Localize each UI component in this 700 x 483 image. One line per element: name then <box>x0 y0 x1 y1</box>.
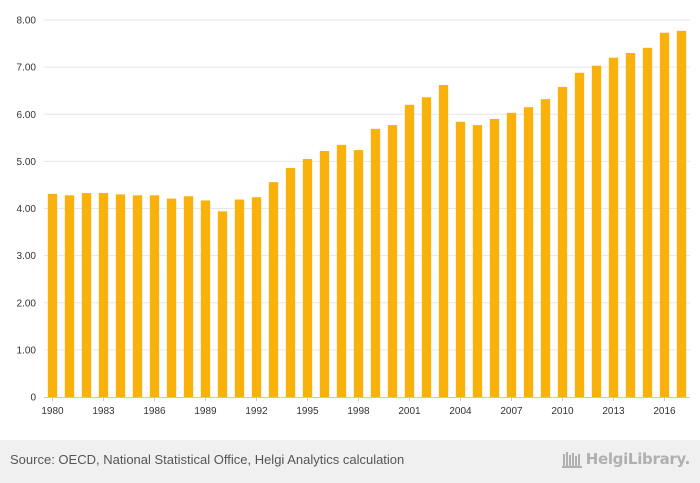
x-tick-label: 1995 <box>296 406 319 417</box>
y-axis: 0 1.00 2.00 3.00 4.00 5.00 6.00 7.00 8.00 <box>17 16 37 404</box>
bar-chart: 1980 1983 1986 1989 1992 1995 1998 2001 2004 2007… <box>17 16 690 417</box>
bar-2007[interactable] <box>506 112 517 398</box>
bar-1988[interactable] <box>183 196 194 397</box>
x-tick-label: 1983 <box>92 406 115 417</box>
x-axis: 1980 1983 1986 1989 1992 1995 1998 2001 2004 2007… <box>41 397 690 417</box>
x-tick-label: 1980 <box>41 406 64 417</box>
bar-1989[interactable] <box>200 200 211 397</box>
y-tick-label: 4.00 <box>17 204 37 215</box>
bar-2006[interactable] <box>489 118 500 398</box>
x-tick-label: 1992 <box>245 406 268 417</box>
y-tick-label: 5.00 <box>17 157 37 168</box>
bar-2011[interactable] <box>574 72 585 397</box>
bar-2008[interactable] <box>523 107 534 398</box>
x-tick-label: 2004 <box>449 406 472 417</box>
bookshelf-icon <box>561 450 582 468</box>
bar-1982[interactable] <box>81 192 92 397</box>
bar-1983[interactable] <box>98 192 109 397</box>
y-tick-label: 3.00 <box>17 251 37 262</box>
source-text: Source: OECD, National Statistical Offic… <box>10 452 405 467</box>
bar-2016[interactable] <box>659 32 670 397</box>
brand-text: HelgiLibrary. <box>585 450 691 468</box>
bar-2012[interactable] <box>591 65 602 398</box>
x-tick-label: 1986 <box>143 406 166 417</box>
x-tick-label: 2007 <box>500 406 523 417</box>
bar-1992[interactable] <box>251 197 262 397</box>
bar-2017[interactable] <box>676 30 687 398</box>
bar-2000[interactable] <box>387 125 398 398</box>
bar-1997[interactable] <box>336 144 347 397</box>
bar-1981[interactable] <box>64 195 75 397</box>
y-tick-label: 2.00 <box>17 298 37 309</box>
chart: 1980 1983 1986 1989 1992 1995 1998 2001 2004 2007… <box>17 16 690 417</box>
bar-1993[interactable] <box>268 182 279 397</box>
x-tick-label: 2016 <box>653 406 676 417</box>
x-tick-label: 1989 <box>194 406 217 417</box>
bar-1999[interactable] <box>370 128 381 397</box>
y-tick-label: 8.00 <box>17 16 37 27</box>
bar-2005[interactable] <box>472 125 483 398</box>
bar-1995[interactable] <box>302 159 313 397</box>
footer: Source: OECD, National Statistical Offic… <box>0 440 700 483</box>
bar-2015[interactable] <box>642 47 653 398</box>
bar-2002[interactable] <box>421 97 432 397</box>
bar-2014[interactable] <box>625 52 636 398</box>
y-tick-label: 0 <box>30 393 36 404</box>
y-tick-label: 7.00 <box>17 63 37 74</box>
bar-1991[interactable] <box>234 199 245 397</box>
bar-1980[interactable] <box>47 193 58 397</box>
bar-2009[interactable] <box>540 99 551 398</box>
bar-2010[interactable] <box>557 86 568 397</box>
bar-1994[interactable] <box>285 167 296 397</box>
bar-1998[interactable] <box>353 150 364 397</box>
bar-2004[interactable] <box>455 121 466 397</box>
y-tick-label: 1.00 <box>17 345 37 356</box>
bar-1984[interactable] <box>115 194 126 397</box>
bar-2001[interactable] <box>404 104 415 397</box>
x-tick-label: 2001 <box>398 406 421 417</box>
x-tick-label: 2013 <box>602 406 625 417</box>
bar-1996[interactable] <box>319 151 330 397</box>
bar-1986[interactable] <box>149 195 160 397</box>
bar-2003[interactable] <box>438 85 449 397</box>
bar-1987[interactable] <box>166 198 177 397</box>
y-tick-label: 6.00 <box>17 110 37 121</box>
x-tick-label: 1998 <box>347 406 370 417</box>
bar-1990[interactable] <box>217 211 228 397</box>
bars <box>47 30 687 398</box>
bar-2013[interactable] <box>608 57 619 397</box>
bar-1985[interactable] <box>132 195 143 397</box>
x-tick-label: 2010 <box>551 406 574 417</box>
brand-logo[interactable]: HelgiLibrary. <box>561 450 691 468</box>
